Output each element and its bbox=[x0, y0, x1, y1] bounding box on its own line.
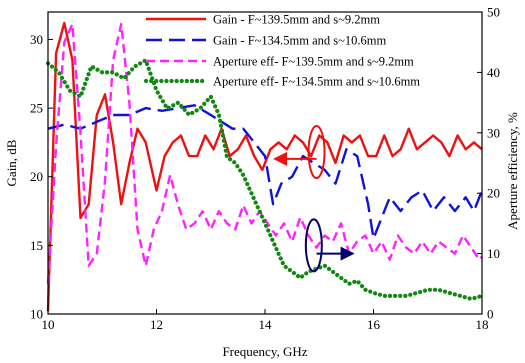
y-right-tick-label: 20 bbox=[487, 186, 500, 201]
x-tick-label: 18 bbox=[476, 317, 489, 332]
y-right-tick-label: 40 bbox=[487, 65, 500, 80]
y-right-tick-label: 0 bbox=[487, 307, 494, 322]
annotation-ellipse bbox=[304, 218, 323, 273]
y-left-tick-label: 15 bbox=[30, 238, 43, 253]
legend-label-1: Gain - F~139.5mm and s~9.2mm bbox=[213, 13, 380, 27]
x-tick-label: 14 bbox=[259, 317, 273, 332]
y-right-tick-label: 10 bbox=[487, 246, 500, 261]
series-line-3 bbox=[46, 22, 483, 284]
x-tick-label: 12 bbox=[150, 317, 163, 332]
x-axis-label: Frequency, GHz bbox=[222, 344, 307, 359]
series-line-4 bbox=[45, 58, 485, 301]
x-tick-label: 10 bbox=[42, 317, 55, 332]
legend: Gain - F~139.5mm and s~9.2mm Gain - F~134… bbox=[143, 13, 420, 89]
series-layer bbox=[45, 21, 485, 312]
y-left-tick-label: 10 bbox=[30, 307, 43, 322]
legend-label-2: Gain - F~134.5mm and s~10.6mm bbox=[213, 34, 387, 48]
y-right-tick-label: 30 bbox=[487, 125, 500, 140]
y-left-tick-label: 20 bbox=[30, 169, 43, 184]
tick-layer: 10 12 14 16 18 10 15 20 25 30 0 10 20 30 40 50 bbox=[30, 5, 500, 333]
y-axis-label-right: Aperture efficiency, % bbox=[505, 112, 520, 230]
annotation-layer bbox=[273, 125, 355, 273]
series-line-1 bbox=[46, 21, 483, 312]
legend-label-4: Aperture eff- F~134.5mm and s~10.6mm bbox=[213, 75, 420, 89]
annotation-ellipse bbox=[307, 125, 326, 180]
series-line-2 bbox=[47, 104, 484, 240]
y-axis-label-left: Gain, dB bbox=[4, 139, 19, 186]
legend-label-3: Aperture eff- F~139.5mm and s~9.2mm bbox=[213, 55, 414, 69]
y-right-tick-label: 50 bbox=[487, 5, 500, 20]
y-left-tick-label: 30 bbox=[30, 32, 43, 47]
x-tick-label: 16 bbox=[367, 317, 381, 332]
y-left-tick-label: 25 bbox=[30, 101, 43, 116]
